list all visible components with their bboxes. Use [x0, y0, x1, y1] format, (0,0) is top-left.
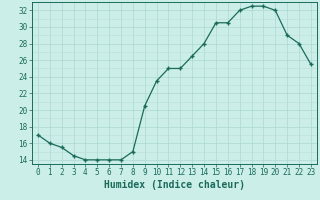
X-axis label: Humidex (Indice chaleur): Humidex (Indice chaleur)	[104, 180, 245, 190]
